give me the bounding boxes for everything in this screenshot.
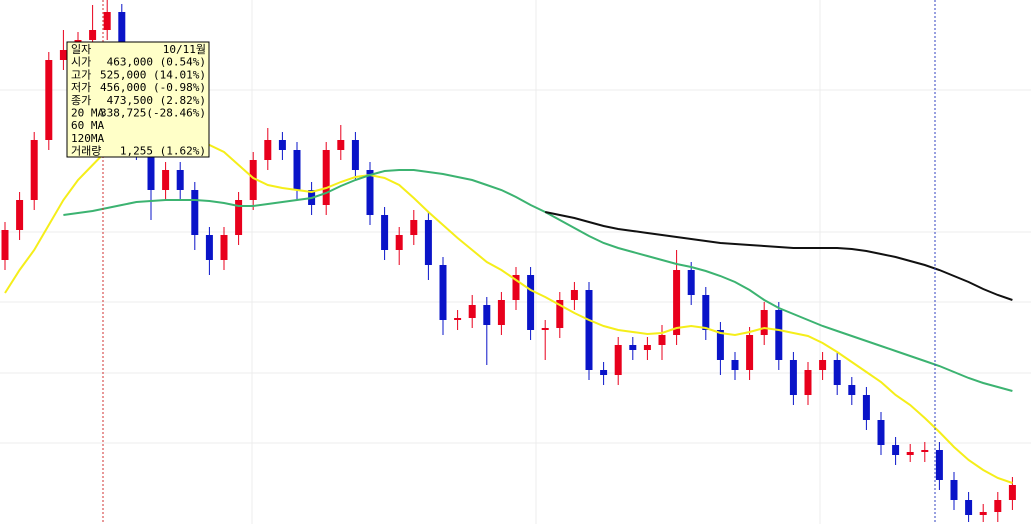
tooltip-value: 456,000 (-0.98%): [100, 81, 206, 94]
candle-body: [439, 265, 447, 320]
candle-body: [395, 235, 403, 250]
candle-body: [176, 170, 184, 190]
candle-body: [454, 318, 462, 320]
candle-body: [775, 310, 783, 360]
candle-body: [994, 500, 1002, 512]
candle-body: [89, 30, 97, 40]
ma-line: [4, 134, 1013, 484]
tooltip-label: 거래량: [71, 145, 101, 158]
ma-lines: [4, 134, 1013, 484]
candle-body: [497, 300, 505, 325]
candle-body: [205, 235, 213, 260]
candle-body: [950, 480, 958, 500]
tooltip-value: 525,000 (14.01%): [100, 68, 206, 81]
candle-body: [45, 60, 53, 140]
candle-body: [673, 270, 681, 335]
candle-body: [716, 330, 724, 360]
candle-body: [600, 370, 608, 375]
candle-body: [746, 335, 754, 370]
candle-body: [264, 140, 272, 160]
candle-body: [906, 452, 914, 455]
candle-body: [293, 150, 301, 190]
ma-line: [63, 169, 1013, 392]
candle-body: [235, 200, 243, 235]
candle-body: [483, 305, 491, 325]
tooltip-label: 종가: [71, 94, 91, 107]
tooltip-label: 시가: [71, 56, 91, 69]
candle-body: [468, 305, 476, 318]
candle-body: [877, 420, 885, 445]
candle-body: [191, 190, 199, 235]
tooltip-label: 일자: [71, 42, 91, 56]
candle-body: [410, 220, 418, 235]
candle-body: [1008, 485, 1016, 500]
candle-body: [862, 395, 870, 420]
candle-body: [848, 385, 856, 395]
candle-body: [16, 200, 24, 230]
candle-body: [351, 140, 359, 170]
candle-body: [804, 370, 812, 395]
candle-body: [278, 140, 286, 150]
ma-line: [544, 211, 1013, 301]
candle-body: [687, 270, 695, 295]
candle-body: [512, 275, 520, 300]
candle-body: [147, 150, 155, 190]
tooltip-label: 60 MA: [71, 119, 104, 132]
candle-body: [103, 12, 111, 30]
tooltip-box: [66, 41, 210, 158]
candle-body: [366, 170, 374, 215]
candle-body: [833, 360, 841, 385]
candle-body: [220, 235, 228, 260]
candle-body: [381, 215, 389, 250]
candle-body: [585, 290, 593, 370]
candle-body: [643, 345, 651, 350]
tooltip-label: 20 MA: [71, 107, 104, 120]
candle-body: [935, 450, 943, 480]
tooltip-label: 고가: [71, 68, 91, 81]
candle-body: [789, 360, 797, 395]
candle-body: [702, 295, 710, 330]
candle-body: [541, 328, 549, 330]
tooltip-value: 463,000 (0.54%): [107, 56, 206, 69]
candle-body: [658, 335, 666, 345]
candle-body: [424, 220, 432, 265]
candle-body: [979, 512, 987, 515]
candle-body: [556, 300, 564, 328]
candle-body: [570, 290, 578, 300]
candle-body: [731, 360, 739, 370]
candle-body: [760, 310, 768, 335]
candle-body: [892, 445, 900, 455]
tooltip-value: 10/11월: [163, 43, 206, 56]
candle-body: [162, 170, 170, 190]
tooltip-label: 120MA: [71, 132, 104, 145]
candle-body: [614, 345, 622, 375]
candle-body: [337, 140, 345, 150]
candle-body: [59, 50, 67, 60]
candle-body: [249, 160, 257, 200]
candle-body: [322, 150, 330, 205]
candle-body: [527, 275, 535, 330]
candle-body: [1, 230, 9, 260]
tooltip-label: 저가: [71, 81, 91, 94]
tooltip-value: 338,725(-28.46%): [100, 107, 206, 120]
candle-body: [118, 12, 126, 60]
tooltip-value: 1,255 (1.62%): [120, 145, 206, 158]
candle-body: [819, 360, 827, 370]
candle-body: [629, 345, 637, 350]
candle-body: [965, 500, 973, 515]
tooltip-value: 473,500 (2.82%): [107, 94, 206, 107]
candle-body: [921, 450, 929, 452]
candle-body: [30, 140, 38, 200]
